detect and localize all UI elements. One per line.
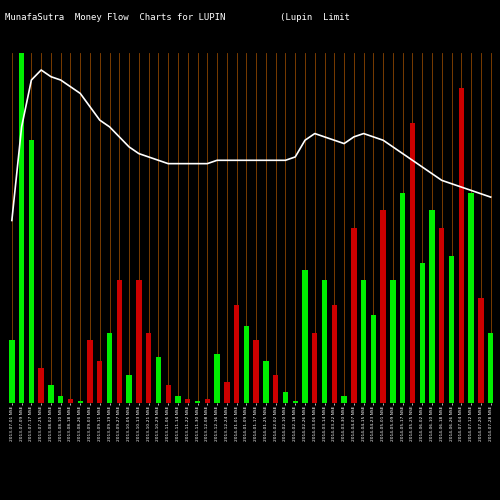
- Bar: [361, 280, 366, 402]
- Bar: [116, 280, 122, 402]
- Bar: [420, 262, 425, 402]
- Bar: [78, 400, 83, 402]
- Bar: [97, 360, 102, 403]
- Bar: [351, 228, 356, 402]
- Bar: [107, 332, 112, 402]
- Bar: [195, 400, 200, 402]
- Bar: [468, 192, 474, 402]
- Bar: [68, 399, 73, 402]
- Bar: [58, 396, 64, 402]
- Bar: [458, 88, 464, 403]
- Text: MunafaSutra  Money Flow  Charts for LUPIN: MunafaSutra Money Flow Charts for LUPIN: [5, 12, 226, 22]
- Bar: [439, 228, 444, 402]
- Bar: [48, 385, 54, 402]
- Bar: [478, 298, 484, 403]
- Bar: [410, 122, 415, 402]
- Bar: [146, 332, 152, 402]
- Bar: [342, 396, 347, 402]
- Bar: [204, 399, 210, 402]
- Bar: [400, 192, 406, 402]
- Bar: [88, 340, 92, 402]
- Bar: [390, 280, 396, 402]
- Bar: [312, 332, 318, 402]
- Bar: [263, 360, 268, 403]
- Bar: [224, 382, 230, 402]
- Bar: [430, 210, 434, 402]
- Bar: [283, 392, 288, 402]
- Bar: [166, 385, 171, 402]
- Bar: [19, 52, 24, 403]
- Bar: [370, 315, 376, 402]
- Bar: [449, 256, 454, 402]
- Bar: [273, 374, 278, 402]
- Bar: [254, 340, 259, 402]
- Bar: [38, 368, 44, 402]
- Bar: [9, 340, 15, 402]
- Bar: [332, 304, 337, 402]
- Bar: [156, 357, 161, 403]
- Bar: [302, 270, 308, 402]
- Bar: [136, 280, 141, 402]
- Bar: [322, 280, 327, 402]
- Bar: [185, 399, 190, 402]
- Bar: [28, 140, 34, 402]
- Bar: [488, 332, 494, 402]
- Bar: [126, 374, 132, 402]
- Bar: [380, 210, 386, 402]
- Bar: [176, 396, 180, 402]
- Text: (Lupin  Limit: (Lupin Limit: [280, 12, 350, 22]
- Bar: [244, 326, 249, 402]
- Bar: [292, 400, 298, 402]
- Bar: [214, 354, 220, 403]
- Bar: [234, 304, 239, 402]
